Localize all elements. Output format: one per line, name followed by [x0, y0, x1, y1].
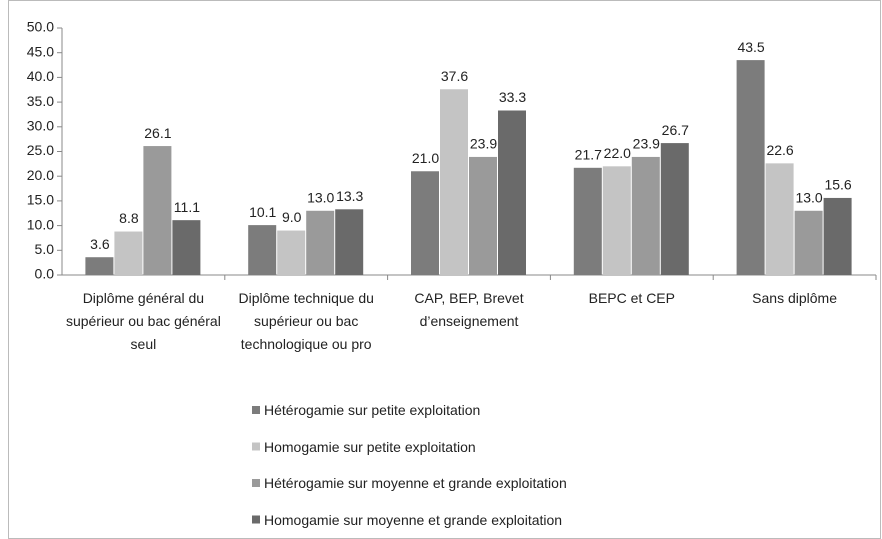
y-tick-label: 20.0 [27, 167, 54, 183]
x-tick-label: Diplôme technique du supérieur ou bac te… [238, 290, 374, 352]
bar [631, 156, 660, 275]
bar [736, 60, 765, 275]
bar [277, 230, 306, 275]
value-label: 8.8 [119, 210, 139, 226]
value-label: 3.6 [90, 236, 110, 252]
bar [143, 146, 172, 275]
value-label: 13.3 [336, 188, 363, 204]
bar [411, 171, 439, 275]
legend-swatch [252, 442, 260, 451]
value-label: 15.6 [824, 177, 851, 193]
value-label: 37.6 [441, 68, 468, 84]
legend-label: Homogamie sur moyenne et grande exploita… [264, 511, 563, 528]
bar [498, 110, 526, 275]
bar [248, 225, 277, 275]
y-tick-label: 50.0 [27, 19, 54, 35]
value-label: 9.0 [282, 209, 302, 225]
y-tick-label: 35.0 [27, 93, 54, 109]
legend-swatch [252, 479, 260, 487]
bar [85, 257, 114, 275]
value-label: 23.9 [470, 136, 497, 152]
value-label: 22.6 [766, 142, 793, 158]
value-label: 26.1 [144, 125, 171, 141]
value-label: 11.1 [174, 199, 200, 215]
value-label: 21.7 [575, 147, 602, 163]
x-tick-label: Sans diplôme [752, 290, 837, 306]
x-tick-label: CAP, BEP, Brevet d’enseignement [414, 290, 524, 329]
y-tick-label: 0.0 [35, 266, 55, 282]
y-tick-label: 40.0 [27, 68, 54, 84]
bar [306, 210, 335, 275]
legend-swatch [252, 406, 260, 414]
value-label: 10.1 [249, 204, 276, 220]
value-label: 13.0 [795, 189, 822, 205]
bar [794, 210, 823, 275]
bar [573, 167, 602, 275]
value-label: 26.7 [662, 122, 689, 138]
y-tick-label: 25.0 [27, 142, 54, 158]
y-tick-label: 5.0 [35, 241, 55, 257]
bar [660, 143, 689, 275]
bar [469, 156, 497, 275]
legend-swatch [252, 515, 260, 524]
y-tick-label: 30.0 [27, 118, 54, 134]
bar [335, 209, 364, 275]
legend-label: Hétérogamie sur petite exploitation [264, 402, 481, 418]
value-label: 43.5 [737, 39, 764, 55]
y-tick-label: 15.0 [27, 192, 54, 208]
value-label: 21.0 [412, 150, 439, 166]
bar [114, 231, 143, 275]
y-tick-label: 45.0 [27, 43, 54, 59]
value-label: 23.9 [633, 136, 660, 152]
x-tick-label: Diplôme général du supérieur ou bac géné… [65, 290, 221, 352]
legend-label: Homogamie sur petite exploitation [264, 438, 476, 455]
value-label: 13.0 [307, 189, 334, 205]
bar [765, 163, 794, 275]
value-label: 22.0 [604, 145, 631, 161]
bar [440, 89, 468, 275]
bar [172, 220, 201, 275]
legend-label: Hétérogamie sur moyenne et grande exploi… [264, 475, 567, 491]
value-label: 33.3 [499, 89, 526, 105]
bar [823, 197, 852, 275]
y-tick-label: 10.0 [27, 216, 54, 232]
x-tick-label: BEPC et CEP [588, 290, 675, 306]
bar [602, 166, 631, 275]
